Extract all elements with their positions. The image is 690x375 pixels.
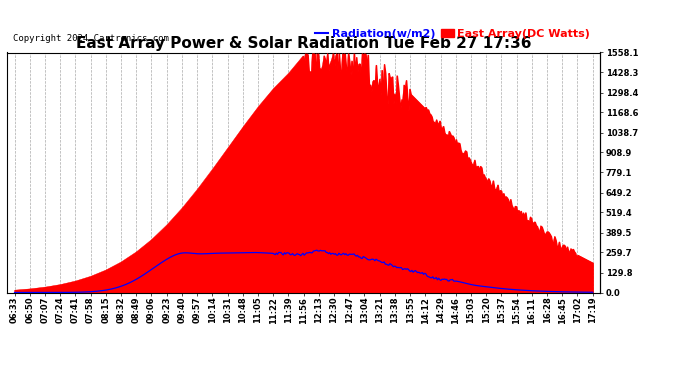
Legend: Radiation(w/m2), East Array(DC Watts): Radiation(w/m2), East Array(DC Watts) bbox=[310, 24, 595, 44]
Title: East Array Power & Solar Radiation Tue Feb 27 17:36: East Array Power & Solar Radiation Tue F… bbox=[76, 36, 531, 51]
Text: Copyright 2024 Cartronics.com: Copyright 2024 Cartronics.com bbox=[13, 34, 169, 43]
